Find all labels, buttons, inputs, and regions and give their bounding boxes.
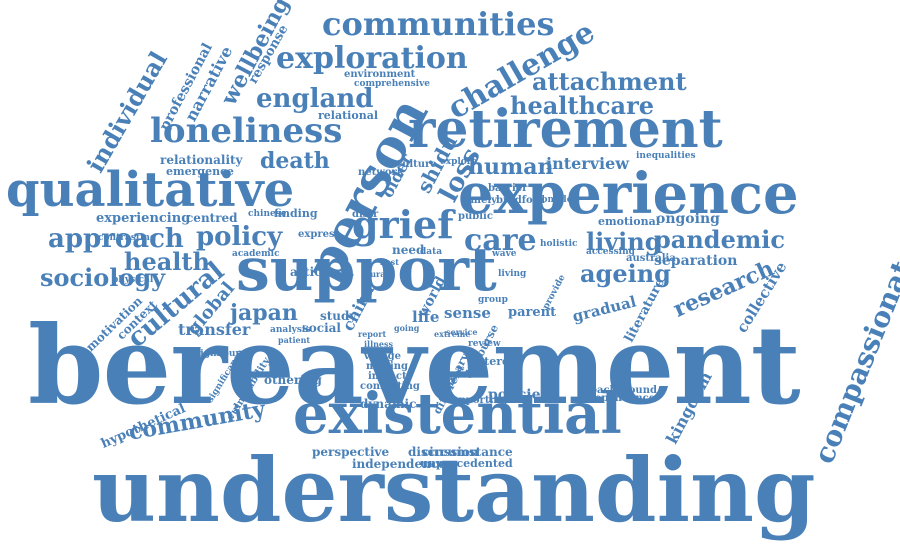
word: circumstance: [422, 445, 513, 459]
word: extreme: [434, 329, 471, 339]
word: independence: [352, 457, 446, 471]
word: accessing: [586, 247, 635, 257]
word: chinese: [248, 209, 287, 219]
word: emotional: [598, 215, 660, 228]
word: patient: [278, 335, 311, 345]
word: othering: [264, 373, 322, 387]
word: perspective: [312, 445, 390, 459]
word: conflicting: [360, 381, 420, 392]
word: loneliness: [150, 111, 343, 151]
word: life: [412, 308, 440, 326]
word: experiencing: [96, 211, 191, 226]
word: best: [380, 257, 399, 267]
word: existential: [293, 381, 622, 447]
word: transfer: [178, 320, 251, 339]
word: going: [394, 323, 420, 333]
word: study: [320, 309, 357, 323]
word: japan: [230, 300, 298, 326]
word: ongoing: [656, 211, 720, 227]
word: bradford: [496, 195, 545, 206]
word: interview: [546, 154, 630, 173]
word: healthcare: [510, 91, 654, 120]
word: supporting: [446, 395, 508, 406]
word: pandemic: [654, 225, 785, 254]
word: complex: [536, 195, 578, 205]
word: death: [260, 148, 330, 174]
word: policies: [488, 387, 549, 403]
word: rural: [366, 269, 389, 279]
word: support: [236, 235, 497, 305]
word: report: [358, 329, 387, 339]
word: wave: [492, 249, 517, 259]
word: timely: [462, 195, 497, 206]
word: health: [124, 247, 210, 276]
word: sociology: [40, 263, 166, 292]
word: barrier: [488, 183, 528, 194]
word: explore: [440, 157, 478, 167]
word: relational: [318, 109, 379, 122]
word: article: [290, 265, 334, 279]
word: compassionate: [807, 239, 900, 469]
word: retirement: [408, 99, 723, 160]
word: understanding: [92, 438, 816, 542]
word: public: [458, 211, 493, 222]
word: grief: [352, 202, 454, 247]
word: approach: [48, 224, 184, 254]
word: attachment: [532, 67, 687, 96]
word: social: [302, 321, 341, 335]
word: exploration: [276, 41, 468, 76]
word: need: [392, 243, 425, 257]
word: service: [446, 327, 478, 337]
word: culture: [396, 159, 437, 170]
word: human: [468, 154, 554, 180]
word: dynamic: [360, 397, 417, 411]
word: communities: [322, 5, 555, 43]
word: bereavement: [28, 303, 801, 429]
word: express: [298, 229, 341, 240]
word: experience: [458, 161, 799, 227]
word: academic: [232, 249, 280, 259]
word: environment: [344, 69, 416, 80]
word: holistic: [540, 239, 578, 249]
word: care: [464, 223, 537, 258]
word: centred: [186, 211, 238, 225]
word: england: [256, 84, 374, 114]
word: neighbour: [188, 349, 241, 359]
word: village: [364, 351, 402, 362]
word: discussion: [408, 445, 479, 459]
word: living: [586, 227, 662, 256]
word: interest: [472, 355, 521, 368]
word: parent: [508, 305, 557, 320]
word: emergence: [166, 165, 234, 178]
word: review: [468, 339, 501, 349]
word: inequalities: [636, 151, 696, 161]
word: impact: [368, 371, 407, 382]
word: background: [590, 385, 657, 396]
word: comprehensive: [354, 79, 431, 89]
word: dependence: [588, 393, 656, 404]
word: finding: [274, 207, 318, 220]
word: sense: [444, 304, 491, 322]
word: analysis: [270, 325, 311, 335]
word: policy: [196, 222, 283, 252]
word: data: [420, 247, 443, 257]
word: separation: [654, 253, 738, 269]
word: making: [366, 361, 409, 372]
word: relationality: [160, 153, 243, 167]
word: distr: [352, 209, 379, 220]
word: australia: [626, 253, 676, 264]
word: ageing: [580, 259, 671, 288]
word: contrasting: [98, 233, 157, 243]
word: qualitative: [6, 162, 295, 218]
word: living: [498, 269, 527, 279]
word: unprecedented: [420, 457, 513, 470]
word: network: [358, 167, 404, 178]
word: group: [478, 295, 508, 305]
word: physical: [112, 275, 154, 285]
word: illness: [364, 339, 394, 349]
